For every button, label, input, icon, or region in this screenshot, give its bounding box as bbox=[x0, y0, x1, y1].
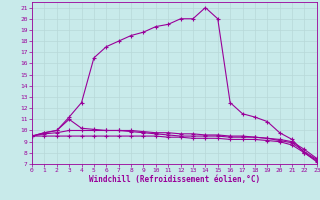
X-axis label: Windchill (Refroidissement éolien,°C): Windchill (Refroidissement éolien,°C) bbox=[89, 175, 260, 184]
